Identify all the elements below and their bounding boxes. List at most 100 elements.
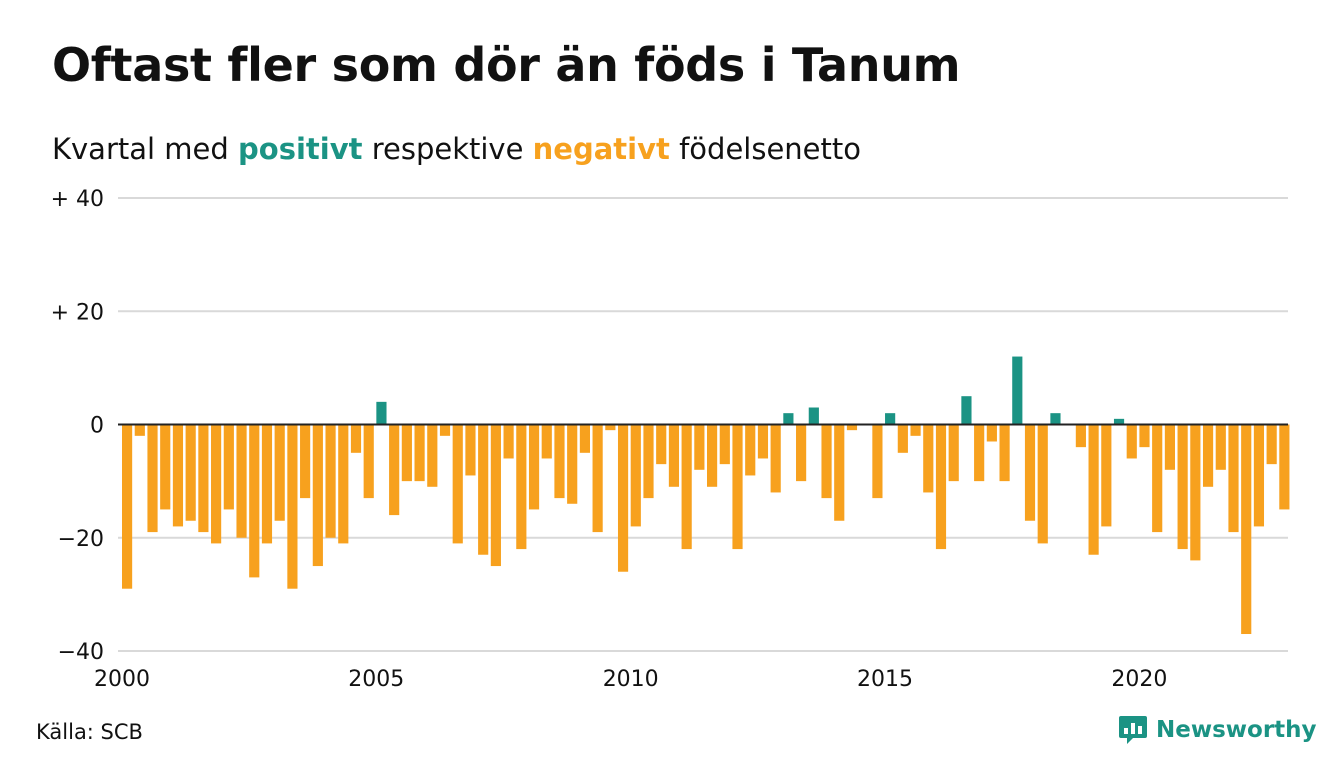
- y-tick-label: + 40: [51, 187, 104, 212]
- chart-subtitle: Kvartal med positivt respektive negativt…: [52, 132, 861, 166]
- bar-positive: [1050, 413, 1061, 425]
- bar-negative: [567, 424, 578, 504]
- bar-negative: [516, 424, 527, 550]
- bar-negative: [452, 424, 463, 544]
- y-tick-label: −20: [58, 527, 104, 552]
- y-tick-label: −40: [58, 640, 104, 665]
- bar-negative: [643, 424, 654, 499]
- bar-negative: [389, 424, 400, 516]
- bar-negative: [350, 424, 362, 453]
- chart-title: Oftast fler som dör än föds i Tanum: [52, 38, 961, 92]
- bar-negative: [694, 424, 705, 470]
- bar-negative: [1215, 424, 1226, 470]
- bar-negative: [707, 424, 718, 487]
- bar-negative: [223, 424, 234, 510]
- bar-positive: [1012, 356, 1023, 425]
- bar-negative: [401, 424, 412, 482]
- bar-positive: [885, 413, 896, 425]
- bar-negative: [427, 424, 438, 487]
- bar-negative: [414, 424, 425, 482]
- bar-negative: [541, 424, 552, 459]
- bar-negative: [796, 424, 807, 482]
- bar-positive: [376, 401, 387, 425]
- bar-negative: [249, 424, 260, 578]
- bar-negative: [1075, 424, 1086, 448]
- bar-negative: [897, 424, 908, 453]
- bar-negative: [274, 424, 285, 521]
- x-axis-labels: 2000 2005 2010 2015 2020: [94, 667, 1167, 692]
- bar-negative: [503, 424, 514, 459]
- bar-positive: [961, 396, 972, 425]
- bar-negative: [923, 424, 934, 493]
- bar-negative: [236, 424, 247, 538]
- bar-negative: [1241, 424, 1252, 635]
- bar-negative: [1177, 424, 1188, 550]
- bar-negative: [439, 424, 451, 436]
- bar-negative: [300, 424, 311, 499]
- y-tick-label: + 20: [51, 300, 104, 325]
- bar-negative: [617, 424, 629, 572]
- bar-negative: [185, 424, 196, 521]
- subtitle-positive-word: positivt: [238, 132, 363, 166]
- x-tick-label: 2020: [1111, 667, 1167, 692]
- bar-negative: [1279, 424, 1290, 510]
- bar-negative: [770, 424, 781, 493]
- bar-chart: + 40 + 20 0 −20 −40 2000 2005 2010 2015 2020: [51, 187, 1290, 692]
- bar-negative: [974, 424, 985, 482]
- bar-negative: [1126, 424, 1137, 459]
- y-axis-labels: + 40 + 20 0 −20 −40: [51, 187, 104, 665]
- subtitle-prefix: Kvartal med: [52, 132, 229, 166]
- bar-negative: [656, 424, 667, 465]
- bar-negative: [745, 424, 756, 476]
- bar-negative: [312, 424, 323, 567]
- bar-negative: [605, 424, 616, 431]
- bar-negative: [122, 424, 133, 589]
- bar-negative: [1139, 424, 1150, 448]
- x-tick-label: 2005: [348, 667, 404, 692]
- bar-negative: [999, 424, 1010, 482]
- bar-negative: [478, 424, 489, 555]
- subtitle-middle: respektive: [371, 132, 524, 166]
- bar-negative: [935, 424, 947, 550]
- source-note: Källa: SCB: [36, 720, 143, 744]
- bar-negative: [134, 424, 145, 436]
- bar-negative: [910, 424, 921, 436]
- bar-negative: [668, 424, 680, 487]
- bar-negative: [172, 424, 184, 527]
- bar-negative: [872, 424, 883, 499]
- bar-negative: [757, 424, 769, 459]
- x-tick-label: 2000: [94, 667, 150, 692]
- bar-negative: [821, 424, 832, 499]
- bar-negative: [732, 424, 743, 550]
- bar-negative: [528, 424, 540, 510]
- bar-negative: [1164, 424, 1175, 470]
- bar-negative: [1101, 424, 1112, 527]
- bar-negative: [719, 424, 730, 465]
- brand-logo: Newsworthy: [1118, 714, 1317, 746]
- bar-negative: [681, 424, 692, 550]
- bar-negative: [160, 424, 171, 510]
- bar-negative: [465, 424, 476, 476]
- x-tick-label: 2015: [857, 667, 913, 692]
- bar-negative: [363, 424, 374, 499]
- bar-negative: [490, 424, 501, 567]
- bar-negative: [261, 424, 273, 544]
- bar-negative: [1024, 424, 1036, 521]
- bar-negative: [147, 424, 158, 533]
- bar-negative: [1152, 424, 1163, 533]
- bar-negative: [554, 424, 565, 499]
- brand-name: Newsworthy: [1156, 717, 1317, 743]
- y-tick-label: 0: [90, 414, 104, 439]
- bar-negative: [948, 424, 959, 482]
- bar-negative: [846, 424, 858, 431]
- bar-negative: [1037, 424, 1048, 544]
- bar-negative: [1088, 424, 1099, 555]
- x-tick-label: 2010: [603, 667, 659, 692]
- bar-positive: [808, 407, 819, 425]
- subtitle-negative-word: negativt: [532, 132, 670, 166]
- bar-positive: [1113, 418, 1125, 425]
- bar-negative: [630, 424, 641, 527]
- bar-negative: [287, 424, 298, 589]
- bar-negative: [338, 424, 349, 544]
- bar-negative: [579, 424, 590, 453]
